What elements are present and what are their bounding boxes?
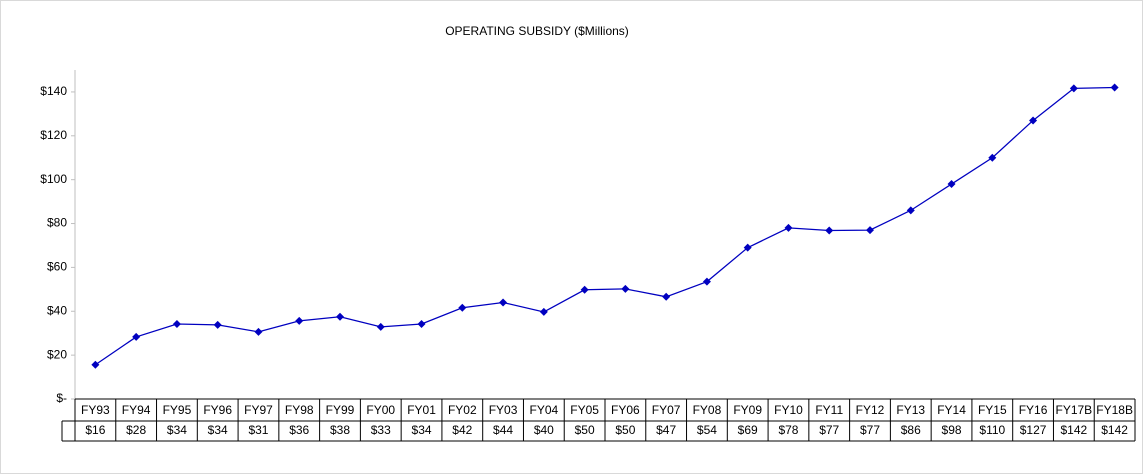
table-value: $86 — [901, 423, 921, 437]
x-tick-label: FY05 — [570, 403, 599, 417]
marker — [417, 319, 426, 328]
chart-title: OPERATING SUBSIDY ($Millions) — [445, 24, 629, 38]
x-tick-label: FY97 — [244, 403, 273, 417]
marker — [825, 226, 834, 235]
marker — [784, 223, 793, 232]
x-tick-label: FY99 — [326, 403, 355, 417]
table-value: $34 — [208, 423, 228, 437]
marker — [213, 320, 222, 329]
x-tick-label: FY16 — [1019, 403, 1048, 417]
marker — [499, 298, 508, 307]
table-value: $16 — [85, 423, 105, 437]
x-tick-label: FY96 — [203, 403, 232, 417]
y-tick-label: $40 — [47, 303, 67, 317]
x-tick-label: FY10 — [774, 403, 803, 417]
table-value: $77 — [819, 423, 839, 437]
x-tick-label: FY98 — [285, 403, 314, 417]
x-tick-label: FY11 — [815, 403, 843, 417]
marker — [295, 316, 304, 325]
table-value: $110 — [979, 423, 1005, 437]
marker — [91, 360, 100, 369]
y-tick-label: $100 — [40, 172, 67, 186]
y-tick-label: $60 — [47, 260, 67, 274]
x-tick-label: FY08 — [693, 403, 722, 417]
table-value: $38 — [330, 423, 350, 437]
y-tick-label: $120 — [40, 128, 67, 142]
marker — [743, 243, 752, 252]
marker — [458, 303, 467, 312]
marker — [132, 332, 141, 341]
x-tick-label: FY06 — [611, 403, 640, 417]
marker — [906, 206, 915, 215]
y-tick-label: $20 — [47, 347, 67, 361]
table-value: $42 — [452, 423, 472, 437]
table-value: $127 — [1020, 423, 1047, 437]
x-tick-label: FY03 — [489, 403, 518, 417]
marker — [988, 153, 997, 162]
y-tick-label: $80 — [47, 216, 67, 230]
marker — [1029, 116, 1038, 125]
table-value: $34 — [412, 423, 432, 437]
table-value: $50 — [615, 423, 635, 437]
marker — [336, 312, 344, 321]
marker — [172, 319, 181, 328]
x-tick-label: FY17B — [1056, 403, 1093, 417]
table-value: $98 — [942, 423, 962, 437]
marker — [1110, 83, 1119, 92]
marker — [580, 285, 589, 294]
x-tick-label: FY93 — [81, 403, 110, 417]
marker — [539, 307, 548, 316]
table-value: $44 — [493, 423, 513, 437]
x-tick-label: FY09 — [733, 403, 762, 417]
table-value: $77 — [860, 423, 880, 437]
table-value: $50 — [575, 423, 595, 437]
table-value: $54 — [697, 423, 717, 437]
x-tick-label: FY13 — [896, 403, 925, 417]
marker — [621, 284, 630, 293]
table-value: $78 — [778, 423, 798, 437]
y-tick-label: $140 — [40, 84, 67, 98]
table-value: $33 — [371, 423, 391, 437]
x-tick-label: FY12 — [856, 403, 885, 417]
x-tick-label: FY04 — [530, 403, 559, 417]
marker — [947, 180, 956, 189]
y-tick-label: $- — [56, 391, 67, 405]
marker — [376, 322, 385, 331]
table-value: $69 — [738, 423, 758, 437]
marker — [662, 292, 671, 301]
x-tick-label: FY95 — [163, 403, 192, 417]
table-value: $47 — [656, 423, 676, 437]
table-value: $28 — [126, 423, 146, 437]
table-value: $40 — [534, 423, 554, 437]
x-tick-label: FY15 — [978, 403, 1007, 417]
x-tick-label: FY02 — [448, 403, 477, 417]
series-line — [95, 86, 1115, 366]
marker — [254, 327, 263, 336]
table-value: $31 — [248, 423, 268, 437]
x-tick-label: FY18B — [1096, 403, 1133, 417]
x-tick-label: FY14 — [937, 403, 966, 417]
table-value: $36 — [289, 423, 309, 437]
x-tick-label: FY94 — [122, 403, 151, 417]
x-tick-label: FY00 — [366, 403, 395, 417]
marker — [1069, 84, 1078, 93]
marker — [866, 226, 874, 235]
x-tick-label: FY07 — [652, 403, 681, 417]
x-tick-label: FY01 — [407, 403, 436, 417]
marker — [702, 277, 711, 286]
table-value: $34 — [167, 423, 187, 437]
table-value: $142 — [1101, 423, 1128, 437]
table-value: $142 — [1060, 423, 1087, 437]
